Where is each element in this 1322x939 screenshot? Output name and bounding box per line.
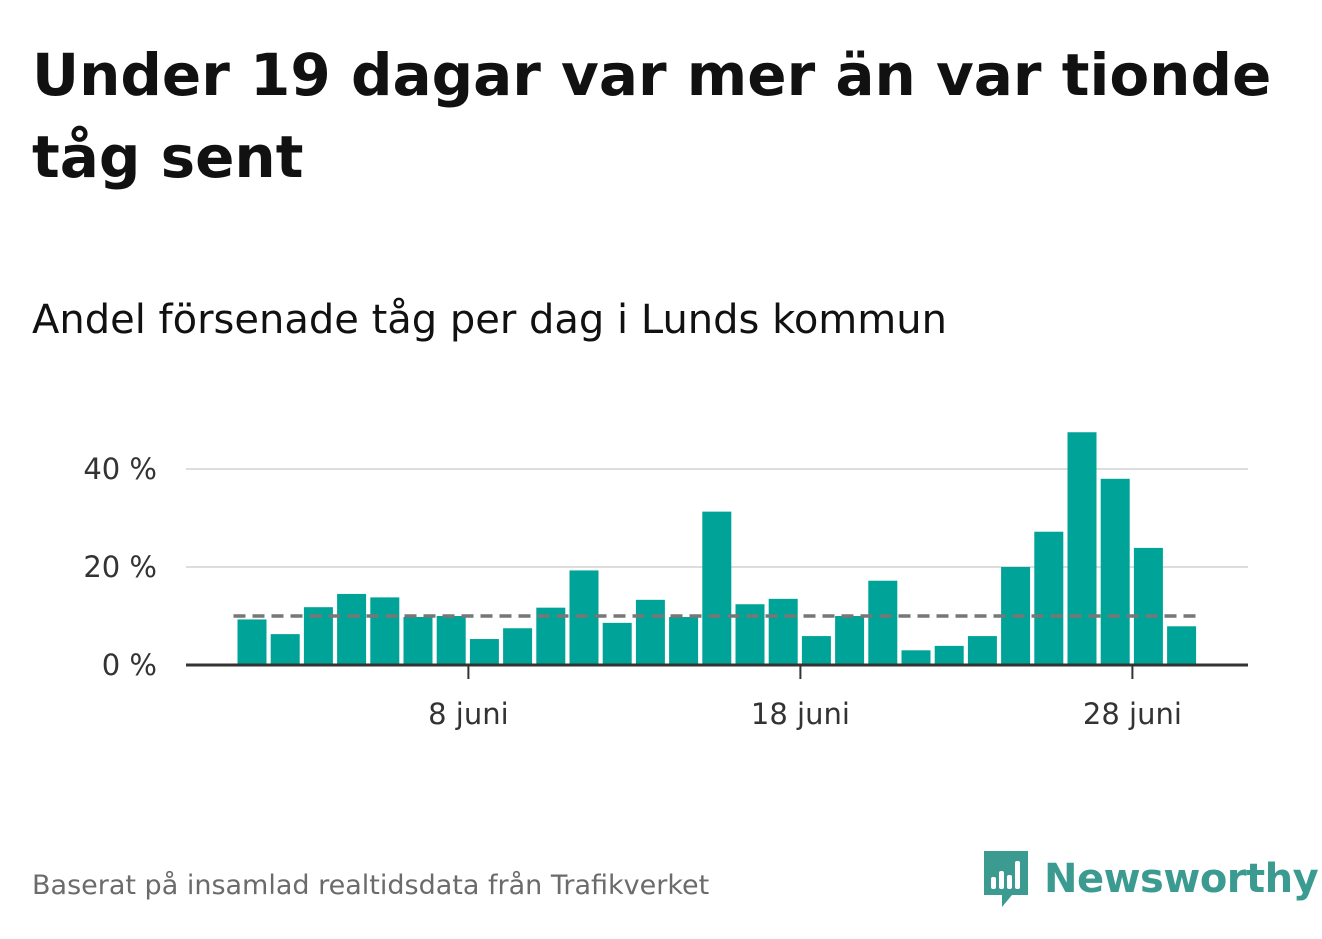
bar (1167, 626, 1197, 665)
bar (702, 511, 732, 665)
bar (1034, 531, 1064, 665)
bar (901, 650, 931, 665)
brand-name: Newsworthy (1044, 856, 1319, 902)
bar (370, 597, 400, 665)
bar (835, 616, 865, 665)
bar (669, 616, 699, 665)
bar (503, 628, 533, 665)
y-axis-ticks: 0 % 20 % 40 % (83, 452, 157, 682)
bar (934, 645, 964, 665)
x-axis-ticks: 8 juni 18 juni 28 juni (428, 665, 1182, 731)
x-tick-label: 8 juni (428, 697, 509, 731)
x-tick-label: 18 juni (751, 697, 850, 731)
newsworthy-logo-icon (984, 851, 1028, 907)
bar (868, 580, 898, 665)
bar (801, 636, 831, 665)
bar-chart: 0 % 20 % 40 % 8 juni 18 juni 28 juni (83, 432, 1248, 731)
bar (602, 622, 632, 665)
bar (735, 604, 765, 665)
bar (768, 598, 798, 665)
y-tick-label: 40 % (83, 452, 157, 486)
brand-logo: Newsworthy (982, 848, 1319, 910)
bar (237, 619, 267, 665)
bar (635, 599, 665, 665)
chart-subtitle: Andel försenade tåg per dag i Lunds komm… (32, 297, 947, 343)
bar (1067, 432, 1097, 665)
bar (337, 593, 367, 665)
chart-title: Under 19 dagar var mer än var tionde tåg… (32, 41, 1272, 191)
bar (270, 634, 300, 665)
bar (1100, 478, 1130, 665)
bar (469, 639, 499, 665)
bar (403, 616, 433, 665)
bar (1133, 547, 1163, 665)
bars (237, 432, 1197, 665)
y-tick-label: 0 % (102, 648, 157, 682)
source-note: Baserat på insamlad realtidsdata från Tr… (32, 870, 710, 901)
bar (436, 616, 466, 665)
y-tick-label: 20 % (83, 550, 157, 584)
x-tick-label: 28 juni (1083, 697, 1182, 731)
bar (967, 636, 997, 665)
